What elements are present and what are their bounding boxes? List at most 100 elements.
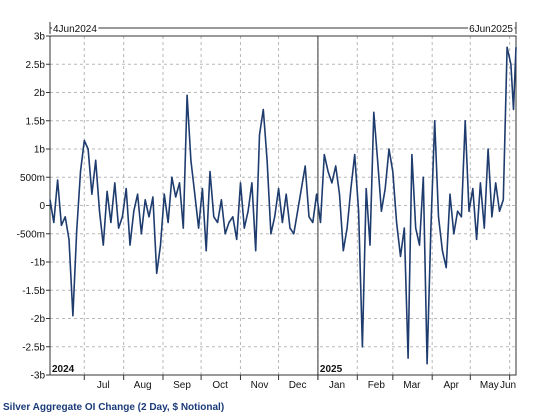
x-tick-label: May (480, 380, 499, 391)
data-point (213, 216, 215, 218)
data-point (316, 193, 318, 195)
data-point (205, 250, 207, 252)
data-point (338, 193, 341, 195)
data-point (373, 111, 375, 113)
data-point (491, 216, 493, 218)
y-tick-label: -2.5b (22, 342, 45, 353)
x-tick-label: Dec (289, 380, 307, 391)
range-label-bg (52, 24, 99, 35)
chart-caption: Silver Aggregate OI Change (2 Day, $ Not… (3, 402, 225, 413)
labels: 3b 2.5b 2b 1.5b 1b 500m 0 -500m -1b -1.5b -2b -2.5b… (17, 24, 516, 391)
data-point (217, 221, 219, 224)
data-point (57, 179, 59, 181)
data-point (323, 154, 325, 156)
data-point (228, 221, 230, 224)
x-tick-label: Feb (368, 380, 386, 391)
data-point (456, 210, 459, 212)
data-point (297, 210, 299, 212)
data-point (512, 108, 515, 111)
data-point (515, 46, 517, 48)
data-point (502, 199, 504, 201)
data-point (64, 216, 66, 218)
data-point (308, 216, 310, 218)
data-point (384, 187, 386, 190)
x-tick-label: Mar (403, 380, 421, 391)
data-point (209, 171, 211, 173)
year-label: 2024 (52, 364, 75, 375)
data-point (79, 171, 82, 173)
data-point (426, 363, 428, 365)
data-point (190, 159, 192, 161)
data-point (510, 63, 512, 65)
data-point (498, 210, 501, 212)
data-point (258, 134, 261, 136)
data-point (197, 227, 200, 229)
data-point (354, 154, 356, 156)
y-tick-label: 1b (34, 145, 46, 156)
data-point (411, 154, 413, 156)
x-tick-label: Nov (251, 380, 269, 391)
y-tick-label: -1b (31, 258, 46, 269)
data-point (357, 210, 360, 212)
data-point (365, 187, 367, 190)
data-point (255, 250, 257, 252)
y-tick-label: 500m (20, 173, 45, 184)
data-point (453, 233, 455, 235)
data-point (430, 227, 432, 229)
data-point (167, 221, 169, 224)
x-tick-label: Apr (443, 380, 459, 391)
data-point (72, 315, 74, 317)
data-point (224, 233, 226, 235)
data-point (312, 221, 314, 224)
data-point (236, 238, 238, 240)
y-tick-label: 2b (34, 88, 46, 99)
data-point (495, 182, 497, 184)
data-point (163, 193, 165, 195)
data-point (285, 193, 287, 195)
data-point (53, 221, 55, 224)
y-tick-label: -1.5b (22, 286, 45, 297)
data-point (407, 357, 409, 359)
data-point (144, 199, 146, 201)
data-point (403, 227, 405, 229)
data-point (121, 216, 123, 218)
y-tick-label: 0 (39, 201, 45, 212)
range-end-label: 6Jun2025 (469, 24, 513, 35)
y-tick-label: -3b (31, 371, 46, 382)
data-point (102, 244, 104, 246)
x-tick-label: Aug (134, 380, 152, 391)
y-tick-label: 2.5b (26, 60, 46, 71)
data-point (49, 199, 51, 201)
data-point (396, 221, 398, 224)
data-point (281, 221, 283, 224)
year-label: 2025 (320, 364, 343, 375)
data-point (274, 216, 276, 218)
x-tick-label: Jul (97, 380, 110, 391)
y-tick-label: 1.5b (26, 116, 46, 127)
x-tick-label: Jun (500, 380, 516, 391)
data-point (479, 182, 482, 184)
data-point (270, 233, 272, 235)
data-point (293, 233, 295, 235)
y-tick-label: -2b (31, 314, 46, 325)
data-point (388, 148, 390, 150)
data-point (186, 94, 188, 96)
data-point (133, 210, 135, 212)
data-point (331, 182, 333, 184)
data-point (327, 171, 329, 173)
data-point (335, 165, 337, 167)
data-point (449, 193, 451, 195)
data-point (156, 272, 158, 274)
data-point (251, 182, 253, 184)
plot-frame (49, 35, 517, 376)
data-point (445, 267, 447, 269)
data-point (60, 224, 63, 226)
data-point (159, 244, 162, 246)
data-point (87, 148, 89, 150)
data-point (342, 250, 344, 252)
data-point (117, 227, 120, 229)
data-point (243, 227, 245, 229)
data-point (277, 187, 280, 190)
y-tick-label: -500m (17, 229, 45, 240)
data-point (91, 193, 93, 195)
